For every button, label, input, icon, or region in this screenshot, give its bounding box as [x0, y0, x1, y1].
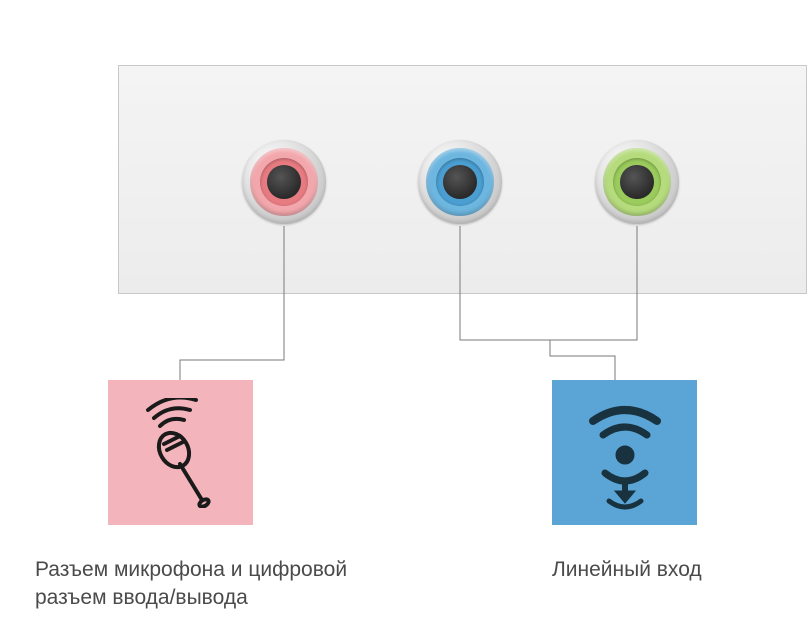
- line-in-label-text: Линейный вход: [552, 558, 702, 581]
- microphone-icon: [126, 398, 236, 508]
- jack-hole: [267, 165, 301, 199]
- jack-line-in: [595, 140, 679, 224]
- jack-mic: [242, 140, 326, 224]
- jack-hole: [620, 165, 654, 199]
- line-in-icon: [565, 393, 685, 513]
- mic-icon-box: [108, 380, 253, 525]
- mic-label-line1: Разъем микрофона и цифровой: [35, 558, 347, 581]
- line-in-label: Линейный вход: [552, 556, 702, 584]
- mic-label-line2: разъем ввода/вывода: [35, 586, 248, 609]
- line-in-icon-box: [552, 380, 697, 525]
- jack-line-out: [418, 140, 502, 224]
- mic-label: Разъем микрофона и цифровой разъем ввода…: [35, 556, 347, 613]
- jack-hole: [443, 165, 477, 199]
